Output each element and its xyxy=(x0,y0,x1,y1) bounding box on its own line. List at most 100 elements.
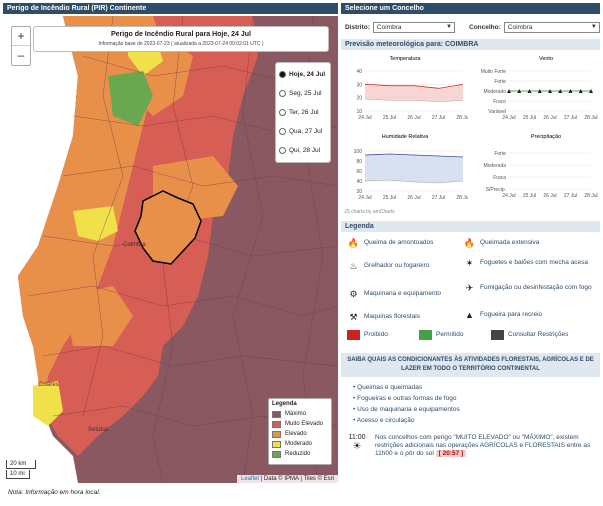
conditions-banner[interactable]: SAIBA QUAIS AS CONDICIONANTES ÀS ATIVIDA… xyxy=(341,353,600,377)
chart-title: Humidade Relativa xyxy=(382,134,429,140)
region-moderado-3[interactable] xyxy=(33,381,63,426)
y-tick-label: 60 xyxy=(356,169,362,175)
leaflet-link[interactable]: Leaflet xyxy=(241,476,260,482)
series-line-max xyxy=(364,83,464,89)
concelho-panel-header: Selecione um Concelho xyxy=(341,3,600,14)
x-tick-label: 25 Jul xyxy=(523,193,536,199)
conditions-link[interactable]: Acesso e circulação xyxy=(353,415,460,426)
radio-icon[interactable] xyxy=(279,128,286,135)
zoom-in-button[interactable]: + xyxy=(12,27,30,46)
activity-item: ⚒ Maquinas florestais xyxy=(347,312,465,322)
concelho-select[interactable]: Coimbra ▼ xyxy=(503,22,600,33)
zoom-out-button[interactable]: – xyxy=(17,48,25,62)
status-swatch xyxy=(491,330,504,340)
x-tick-label: 24 Jul xyxy=(502,115,515,121)
precipitation-chart: Precipitação Forte Moderada Fraca S/Precip.… xyxy=(483,134,597,199)
fire-icon: 🔥 xyxy=(347,238,360,248)
fumigation-icon: ✈ xyxy=(465,283,474,293)
activity-item: 🔥 Queima de amontoados xyxy=(347,238,434,248)
region-elevado-south[interactable] xyxy=(63,286,133,346)
radio-icon[interactable] xyxy=(279,71,286,78)
map-label-coimbra: Coimbra xyxy=(123,242,146,248)
day-option-2[interactable]: Ter, 26 Jul xyxy=(279,103,327,122)
grill-icon: ♨ xyxy=(349,261,358,271)
chevron-down-icon: ▼ xyxy=(590,24,597,30)
legend-item: Máximo xyxy=(272,409,328,419)
day-option-0[interactable]: Hoje, 24 Jul xyxy=(279,65,327,84)
legend-section-title: Legenda xyxy=(341,221,600,232)
legend-item: Moderado xyxy=(272,439,328,449)
footnote: Nota: Informação em hora local. xyxy=(8,489,101,496)
conditions-link[interactable]: Queimas e queimadas xyxy=(353,382,460,393)
conditions-link[interactable]: Uso de maquinaria e equipamentos xyxy=(353,404,460,415)
y-tick-label: S/Precip. xyxy=(486,187,506,193)
y-tick-label: 20 xyxy=(356,189,362,195)
y-tick-label: Muito Forte xyxy=(481,69,507,75)
concelho-selector: Concelho: Coimbra ▼ xyxy=(469,22,600,33)
y-tick-label: Forte xyxy=(494,151,506,157)
region-moderado-2[interactable] xyxy=(73,206,118,241)
conditions-link[interactable]: Fogueiras e outras formas de fogo xyxy=(353,393,460,404)
status-item: Permitido xyxy=(419,330,463,340)
selected-concelho-coimbra[interactable] xyxy=(134,190,202,265)
y-tick-label: 40 xyxy=(356,179,362,185)
map-panel-header: Perigo de Incêndio Rural (PIR) Continent… xyxy=(3,3,338,14)
clock-icon: 11:00 ☀ xyxy=(348,434,366,452)
y-tick-label: 80 xyxy=(356,159,362,165)
radio-icon[interactable] xyxy=(279,147,286,154)
chart-credit[interactable]: JS charts by amCharts xyxy=(344,209,395,215)
status-item: Consultar Restrições xyxy=(491,330,568,340)
x-tick-label: 27 Jul xyxy=(564,193,577,199)
wind-arrow-icon xyxy=(568,89,573,93)
map-label-colares: Colares xyxy=(38,382,59,388)
wind-arrow-icon xyxy=(589,89,593,93)
y-tick-label: 100 xyxy=(354,149,363,155)
wind-arrow-icon xyxy=(558,89,563,93)
x-tick-label: 24 Jul xyxy=(358,115,371,121)
map-legend: Legenda Máximo Muito Elevado Elevado Mod… xyxy=(268,398,332,465)
district-selector: Distrito: Coimbra ▼ xyxy=(345,22,455,33)
radio-icon[interactable] xyxy=(279,90,286,97)
chart-title: Temperatura xyxy=(390,56,422,62)
scale-mi: 10 mi xyxy=(6,470,30,479)
restriction-note: 11:00 ☀ Nos concelhos com perigo "MUITO … xyxy=(345,434,597,458)
radio-icon[interactable] xyxy=(279,109,286,116)
region-reduzido[interactable] xyxy=(108,71,153,126)
x-tick-label: 28 Jul xyxy=(584,193,597,199)
machinery-icon: ⚙ xyxy=(349,289,358,299)
series-line-min xyxy=(364,179,464,184)
sunset-time: [ 20:57 ] xyxy=(435,450,467,457)
legend-item: Muito Elevado xyxy=(272,419,328,429)
scale-km: 20 km xyxy=(6,460,36,469)
map-title: Perigo de Incêndio Rural para Hoje, 24 J… xyxy=(110,31,252,38)
x-tick-label: 26 Jul xyxy=(543,115,556,121)
status-swatch xyxy=(347,330,360,340)
fire-icon: 🔥 xyxy=(463,238,476,248)
map-subtitle: Informação base de 2023-07-23 ( atualiza… xyxy=(98,41,264,47)
wind-arrow-icon xyxy=(517,89,522,93)
series-line-min xyxy=(364,98,464,102)
x-tick-label: 27 Jul xyxy=(432,195,445,201)
wind-arrow-icon xyxy=(537,89,542,93)
day-option-3[interactable]: Qua, 27 Jul xyxy=(279,122,327,141)
wind-chart: Vento Muito Forte Forte Moderado Fraco Variá… xyxy=(481,56,598,121)
zoom-control: + – xyxy=(11,26,31,66)
wind-arrow-icon xyxy=(527,89,532,93)
fire-danger-map[interactable]: Coimbra Colares Setúbal + – Perigo de In… xyxy=(3,16,338,483)
map-legend-title: Legenda xyxy=(272,401,297,407)
map-attribution: Leaflet | Data © IPMA | Tiles © Esri xyxy=(237,475,338,483)
campfire-icon: ▲ xyxy=(465,310,474,320)
region-elevado-north[interactable] xyxy=(103,36,193,116)
chevron-down-icon: ▼ xyxy=(445,24,452,30)
y-tick-label: 20 xyxy=(356,96,362,102)
wind-arrow-icon xyxy=(507,89,511,93)
day-option-1[interactable]: Seg, 25 Jul xyxy=(279,84,327,103)
district-select[interactable]: Coimbra ▼ xyxy=(372,22,455,33)
x-tick-label: 27 Jul xyxy=(564,115,577,121)
x-tick-label: 25 Jul xyxy=(523,115,536,121)
map-label-setubal: Setúbal xyxy=(88,427,108,433)
x-tick-label: 25 Jul xyxy=(383,195,396,201)
day-option-4[interactable]: Qui, 28 Jul xyxy=(279,141,327,160)
y-tick-label: Moderado xyxy=(483,89,506,95)
